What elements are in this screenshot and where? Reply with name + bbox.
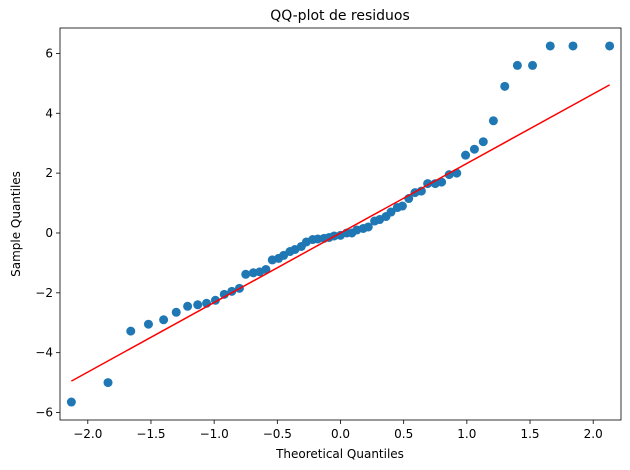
data-point (478, 137, 488, 147)
x-axis-ticks: −2.0 −1.5 −1.0 −0.5 0.0 0.5 1.0 1.5 2.0 (73, 420, 603, 441)
x-tick-label: −1.0 (200, 427, 229, 441)
data-point (193, 300, 203, 310)
x-tick-label: 1.5 (520, 427, 539, 441)
y-tick-label: −4 (35, 346, 53, 360)
data-point (512, 60, 522, 70)
data-point (437, 177, 447, 187)
data-point (488, 116, 498, 126)
x-axis-label: Theoretical Quantiles (275, 447, 404, 461)
axes-frame (59, 27, 622, 421)
plot-area (66, 41, 615, 407)
data-point (241, 269, 251, 279)
data-point (386, 207, 396, 217)
data-point (605, 41, 615, 51)
x-tick-label: 2.0 (584, 427, 603, 441)
reference-line (71, 84, 610, 382)
data-point (159, 315, 169, 325)
chart-title: QQ-plot de residuos (270, 8, 410, 24)
data-point (568, 41, 578, 51)
data-point (261, 264, 271, 274)
y-tick-label: 4 (45, 106, 53, 120)
y-tick-label: −2 (35, 286, 53, 300)
data-point (545, 41, 555, 51)
y-tick-label: 0 (45, 226, 53, 240)
x-tick-label: 0.0 (331, 427, 350, 441)
x-tick-label: −2.0 (73, 427, 102, 441)
y-axis-label: Sample Quantiles (9, 171, 23, 277)
x-tick-label: 1.0 (457, 427, 476, 441)
y-tick-label: 2 (45, 166, 53, 180)
x-tick-label: −1.5 (136, 427, 165, 441)
data-point (528, 60, 538, 70)
data-point (66, 397, 76, 407)
data-point (416, 186, 426, 196)
data-point (103, 378, 113, 388)
data-point (500, 81, 510, 91)
data-point (397, 201, 407, 211)
data-point (183, 301, 193, 311)
y-axis-ticks: −6 −4 −2 0 2 4 6 (35, 46, 60, 420)
data-point (171, 307, 181, 317)
data-point (126, 326, 136, 336)
x-tick-label: −0.5 (263, 427, 292, 441)
data-point (461, 150, 471, 160)
data-point (363, 222, 373, 232)
y-tick-label: 6 (45, 46, 53, 60)
x-tick-label: 0.5 (394, 427, 413, 441)
data-point (143, 319, 153, 329)
y-tick-label: −6 (35, 406, 53, 420)
data-point (469, 144, 479, 154)
